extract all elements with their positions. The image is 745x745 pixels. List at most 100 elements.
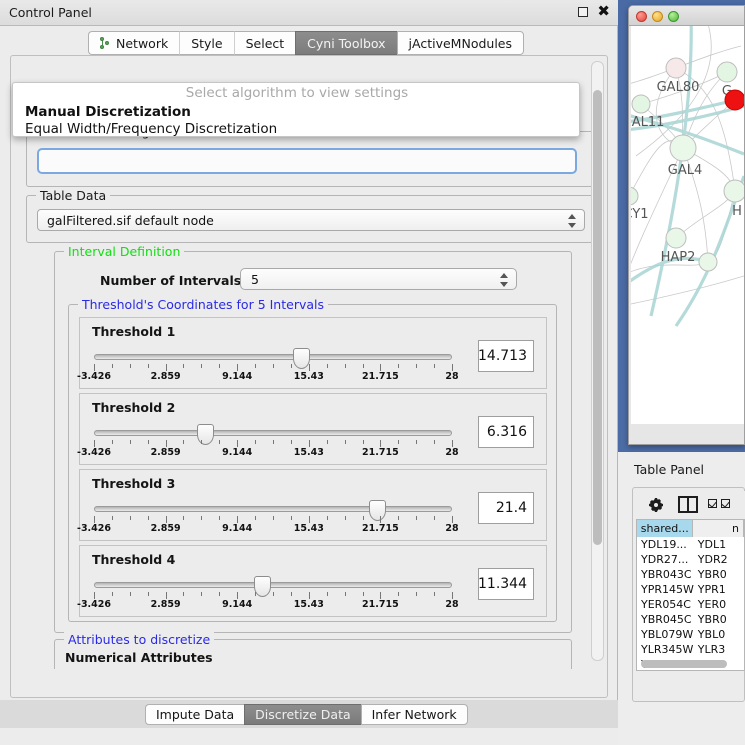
algorithm-combo[interactable] (37, 148, 577, 174)
table-cell: YPR1 (697, 583, 726, 596)
tab-cyni-toolbox[interactable]: Cyni Toolbox (295, 31, 397, 55)
tick-major (452, 592, 453, 599)
tick-major (94, 592, 95, 599)
graph-node[interactable] (631, 94, 651, 114)
checkbox-icon[interactable] (708, 499, 717, 508)
table-row[interactable]: YBR043C YBR0 (637, 567, 744, 582)
tick-minor (434, 592, 436, 596)
network-canvas[interactable]: GAL80GAL11GAL4GCY1HAP2G.H (631, 26, 744, 424)
column-header-shared[interactable]: shared... (637, 520, 694, 537)
threshold-coordinates-group: Threshold's Coordinates for 5 Intervals … (68, 297, 557, 622)
table-header-row: shared... n (637, 520, 744, 537)
table-panel-toolbar (636, 491, 745, 519)
table-cell: YLR3 (697, 643, 726, 656)
slider-track[interactable] (94, 506, 452, 512)
tab-infer-network[interactable]: Infer Network (360, 704, 468, 725)
table-row[interactable]: YER054C YER0 (637, 597, 744, 612)
graph-node[interactable] (631, 186, 639, 206)
threshold-slider[interactable]: -3.426 2.859 9.144 15.43 21.715 28 (77, 348, 464, 386)
close-icon[interactable]: ✖ (597, 2, 610, 20)
tab-jactivemnodules[interactable]: jActiveMNodules (396, 31, 525, 55)
tick-major (452, 364, 453, 371)
table-row[interactable]: YPR145W YPR1 (637, 582, 744, 597)
number-of-intervals-spinner[interactable]: 5 (240, 268, 517, 290)
tick-minor (201, 440, 203, 444)
slider-thumb[interactable] (292, 348, 310, 369)
tab-impute-data[interactable]: Impute Data (145, 704, 245, 725)
chevron-updown-icon (568, 213, 577, 229)
algorithm-dropdown-popup[interactable]: Select algorithm to view settings Manual… (12, 82, 580, 137)
table-row[interactable]: YDL19... YDL1 (637, 537, 744, 552)
threshold-slider[interactable]: -3.426 2.859 9.144 15.43 21.715 28 (77, 500, 464, 538)
table-row[interactable]: YLR345W YLR3 (637, 642, 744, 657)
tick-minor (129, 516, 131, 520)
threshold-slider[interactable]: -3.426 2.859 9.144 15.43 21.715 28 (77, 424, 464, 462)
threshold-value-field[interactable]: 21.4 (478, 492, 534, 524)
panel-scrollbar-thumb[interactable] (593, 90, 602, 545)
tab-style[interactable]: Style (179, 31, 234, 55)
tick-minor (434, 440, 436, 444)
graph-node[interactable] (665, 57, 687, 79)
slider-thumb[interactable] (368, 500, 386, 521)
slider-track[interactable] (94, 354, 452, 360)
tick-minor (147, 516, 149, 520)
zoom-dot-icon[interactable] (668, 11, 679, 22)
graph-node[interactable] (716, 61, 738, 83)
tick-minor (290, 516, 292, 520)
panel-vertical-scrollbar[interactable] (591, 61, 604, 661)
tick-label: -3.426 (77, 599, 111, 610)
tick-label: 21.715 (362, 447, 399, 458)
table-row[interactable]: YDR27... YDR2 (637, 552, 744, 567)
dropdown-item-equal-width-frequency[interactable]: Equal Width/Frequency Discretization (25, 121, 278, 137)
column-header-name[interactable]: n (693, 520, 744, 537)
tick-minor (362, 592, 364, 596)
table-row[interactable]: YBL079W YBL0 (637, 627, 744, 642)
graph-node[interactable] (669, 134, 697, 162)
tick-minor (398, 364, 400, 368)
table-row[interactable]: YBR045C YBR0 (637, 612, 744, 627)
spinner-arrows-icon[interactable] (500, 272, 509, 288)
tick-minor (416, 516, 418, 520)
tick-minor (147, 592, 149, 596)
tick-minor (219, 592, 221, 596)
tick-major (94, 364, 95, 371)
tick-major (308, 592, 310, 599)
graph-node[interactable] (665, 227, 687, 249)
graph-node[interactable] (723, 179, 744, 203)
table-panel-box: shared... n YDL19... YDL1 YDR27... YDR2 YBR0… (632, 487, 745, 702)
slider-thumb[interactable] (254, 576, 272, 597)
dropdown-header-text: Select algorithm to view settings (185, 85, 409, 101)
graph-node[interactable] (724, 89, 744, 111)
tick-minor (255, 364, 257, 368)
threshold-value-field[interactable]: 11.344 (478, 568, 534, 600)
gear-icon[interactable] (648, 497, 664, 513)
table-data-combo[interactable]: galFiltered.sif default node (37, 209, 585, 231)
attributes-legend: Attributes to discretize (64, 632, 215, 647)
table-data-group: Table Data galFiltered.sif default node (26, 188, 594, 243)
minimize-dot-icon[interactable] (652, 11, 663, 22)
threshold-value-field[interactable]: 6.316 (478, 416, 534, 448)
tab-select[interactable]: Select (233, 31, 296, 55)
tick-minor (129, 364, 131, 368)
bottom-tab-strip: Impute Data Discretize Data Infer Networ… (0, 700, 618, 745)
tab-network[interactable]: Network (88, 31, 180, 55)
tick-minor (219, 364, 221, 368)
dropdown-item-manual-discretization[interactable]: Manual Discretization (25, 104, 191, 120)
graph-node[interactable] (698, 252, 718, 272)
maximize-icon[interactable] (578, 7, 588, 17)
threshold-slider[interactable]: -3.426 2.859 9.144 15.43 21.715 28 (77, 576, 464, 614)
slider-track[interactable] (94, 582, 452, 588)
columns-icon[interactable] (678, 496, 698, 513)
slider-thumb[interactable] (196, 424, 214, 445)
tick-minor (201, 592, 203, 596)
slider-track[interactable] (94, 430, 452, 436)
checkbox-icon[interactable] (721, 499, 730, 508)
threshold-value-field[interactable]: 14.713 (478, 340, 534, 372)
table-horizontal-scrollbar[interactable] (641, 660, 727, 668)
tab-discretize-data[interactable]: Discretize Data (244, 704, 361, 725)
network-view-window: GAL80GAL11GAL4GCY1HAP2G.H (628, 5, 745, 445)
close-dot-icon[interactable] (636, 11, 647, 22)
table-panel-table[interactable]: shared... n YDL19... YDL1 YDR27... YDR2 YBR0… (636, 519, 745, 671)
tick-minor (147, 364, 149, 368)
slider-ticks (94, 516, 453, 524)
